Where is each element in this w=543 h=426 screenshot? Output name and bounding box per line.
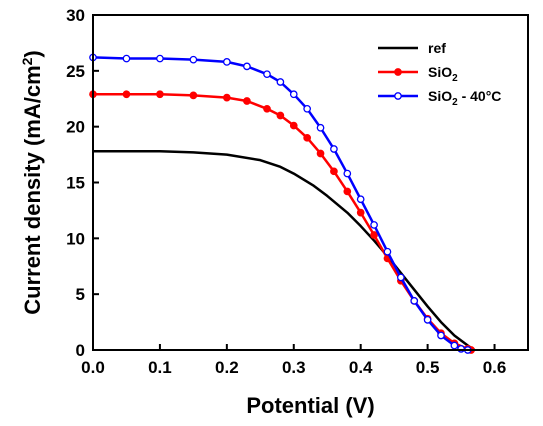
- data-point: [316, 149, 325, 158]
- data-point: [396, 273, 405, 282]
- y-axis-title: Current density (mA/cm2): [19, 50, 45, 315]
- legend-item-sio2-40-c: SiO2 - 40°C: [378, 88, 501, 108]
- data-point: [316, 123, 325, 132]
- data-point: [303, 104, 312, 113]
- legend-item-sio2: SiO2: [378, 64, 458, 84]
- data-point: [330, 167, 338, 176]
- legend-label: SiO2 - 40°C: [428, 88, 501, 108]
- legend-item-ref: ref: [378, 40, 446, 56]
- legend-label-base: SiO: [428, 88, 452, 104]
- data-point: [423, 315, 432, 324]
- data-point: [303, 133, 312, 142]
- y-tick-label: 25: [66, 62, 85, 81]
- data-point: [370, 231, 378, 239]
- legend-label-base: ref: [428, 40, 446, 56]
- legend-label-base: SiO: [428, 64, 452, 80]
- series-ref: [93, 149, 476, 352]
- data-point: [343, 187, 352, 196]
- x-tick-label: 0.6: [483, 358, 507, 377]
- data-point: [276, 111, 285, 120]
- y-axis-title-main: Current density (mA/cm: [20, 65, 45, 314]
- data-point: [222, 58, 231, 66]
- y-tick-label: 15: [66, 174, 85, 193]
- data-point: [156, 54, 164, 63]
- data-point: [122, 54, 131, 63]
- legend-label-subscript: 2: [452, 97, 458, 108]
- data-point: [263, 70, 271, 79]
- data-point: [243, 97, 251, 105]
- legend-label: ref: [428, 40, 446, 56]
- plot-series-group: [89, 53, 476, 354]
- y-tick-label: 5: [76, 285, 85, 304]
- series-line-ref: [93, 149, 476, 352]
- y-tick-label: 20: [66, 118, 85, 137]
- data-point: [437, 331, 445, 340]
- data-point: [189, 91, 198, 100]
- data-point: [276, 78, 285, 86]
- data-point: [189, 55, 198, 64]
- data-point: [450, 341, 459, 350]
- x-axis-title: Potential (V): [246, 393, 374, 418]
- data-point: [356, 195, 365, 204]
- legend-label-subscript: 2: [452, 73, 458, 84]
- data-point: [243, 62, 251, 71]
- data-point: [263, 104, 271, 113]
- data-point: [343, 169, 352, 178]
- y-tick-label: 30: [66, 6, 85, 25]
- legend-swatch-marker: [394, 68, 402, 76]
- data-point: [356, 208, 365, 217]
- x-tick-label: 0.5: [416, 358, 440, 377]
- data-point: [222, 93, 231, 102]
- x-tick-label: 0.0: [81, 358, 105, 377]
- data-point: [289, 121, 298, 130]
- legend-label-suffix: - 40°C: [458, 88, 502, 104]
- series-sio2: [89, 90, 475, 354]
- data-point: [457, 345, 465, 353]
- x-tick-label: 0.3: [282, 358, 306, 377]
- data-point: [410, 297, 419, 305]
- x-tick-label: 0.2: [215, 358, 239, 377]
- series-sio2-40-c: [89, 53, 472, 354]
- y-tick-label: 10: [66, 229, 85, 248]
- data-point: [156, 90, 164, 99]
- data-point: [370, 221, 378, 229]
- series-line-sio2-40-c: [92, 56, 468, 352]
- series-line-sio2: [93, 93, 472, 352]
- axis-ticks-group: 0.0 0.1 0.2 0.3 0.4 0.5 0.6 0 5 10 15 20 25 30: [66, 6, 506, 377]
- y-tick-label: 0: [76, 341, 85, 360]
- y-axis-title-close: ): [20, 50, 45, 57]
- data-point: [383, 247, 392, 256]
- x-tick-label: 0.4: [349, 358, 373, 377]
- x-tick-label: 0.1: [148, 358, 172, 377]
- data-point: [330, 145, 338, 153]
- data-point: [289, 90, 298, 99]
- y-axis-title-superscript: 2: [19, 57, 35, 65]
- data-point: [122, 90, 131, 99]
- legend-label: SiO2: [428, 64, 458, 84]
- legend-swatch-marker: [394, 92, 402, 100]
